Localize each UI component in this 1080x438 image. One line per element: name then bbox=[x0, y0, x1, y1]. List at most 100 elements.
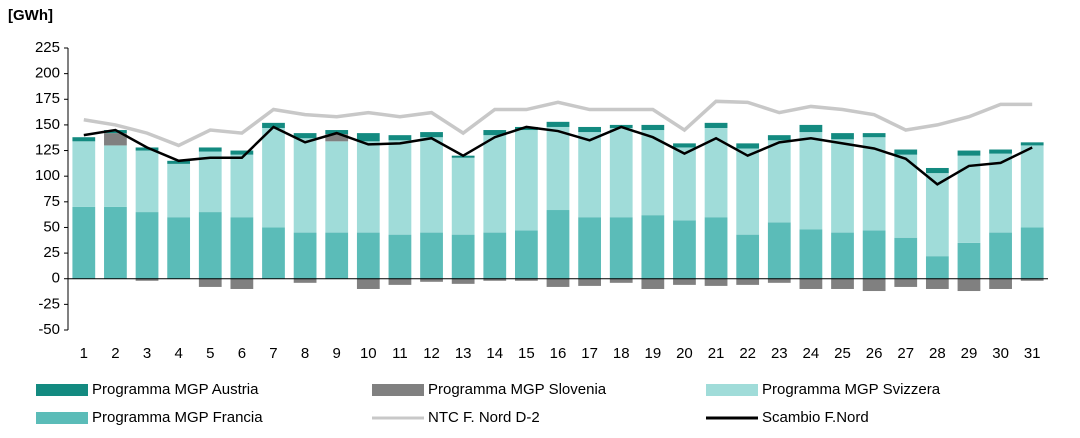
bar bbox=[135, 150, 159, 213]
bar bbox=[673, 278, 696, 285]
x-tick-label: 31 bbox=[1024, 345, 1041, 362]
legend-swatch bbox=[372, 384, 424, 396]
bar bbox=[546, 126, 570, 211]
bar bbox=[198, 151, 222, 213]
x-tick-label: 8 bbox=[301, 345, 309, 362]
x-tick-label: 5 bbox=[206, 345, 214, 362]
bar bbox=[72, 141, 96, 207]
bar bbox=[420, 232, 443, 279]
y-tick-label: 150 bbox=[35, 116, 60, 133]
y-tick-label: -50 bbox=[38, 321, 60, 338]
bar bbox=[736, 148, 760, 235]
bar bbox=[862, 137, 886, 231]
bar bbox=[388, 140, 412, 235]
bar bbox=[451, 157, 475, 235]
bar bbox=[515, 230, 538, 279]
x-tick-label: 21 bbox=[708, 345, 725, 362]
legend-swatch bbox=[706, 384, 758, 396]
bar bbox=[609, 217, 633, 279]
bar bbox=[989, 232, 1012, 279]
bar bbox=[641, 278, 665, 289]
bar bbox=[230, 278, 254, 289]
x-tick-label: 6 bbox=[238, 345, 246, 362]
y-tick-label: 100 bbox=[35, 167, 60, 184]
x-tick-label: 26 bbox=[866, 345, 883, 362]
bar bbox=[1020, 278, 1044, 281]
bar bbox=[578, 278, 601, 286]
bar bbox=[578, 217, 601, 279]
bar bbox=[831, 133, 854, 140]
bar bbox=[546, 278, 570, 287]
legend-label: Programma MGP Francia bbox=[92, 409, 263, 426]
bar bbox=[957, 242, 981, 279]
bar bbox=[135, 147, 159, 151]
bar bbox=[862, 230, 886, 279]
bar bbox=[831, 139, 854, 233]
x-tick-label: 13 bbox=[455, 345, 472, 362]
bar bbox=[325, 134, 349, 142]
bar bbox=[325, 141, 349, 233]
line bbox=[83, 99, 1033, 148]
bar bbox=[546, 121, 570, 127]
legend-swatch bbox=[36, 384, 88, 396]
bar bbox=[388, 234, 412, 279]
bar bbox=[736, 143, 760, 149]
x-tick-label: 1 bbox=[80, 345, 88, 362]
bar bbox=[989, 149, 1012, 154]
x-tick-label: 7 bbox=[269, 345, 277, 362]
legend-label: Programma MGP Austria bbox=[92, 381, 259, 398]
x-tick-label: 17 bbox=[581, 345, 598, 362]
y-tick-label: 0 bbox=[52, 270, 60, 287]
x-tick-label: 22 bbox=[739, 345, 756, 362]
line bbox=[83, 125, 1033, 186]
bar bbox=[736, 278, 760, 285]
bar bbox=[894, 149, 918, 155]
y-tick-label: 25 bbox=[43, 244, 60, 261]
bar bbox=[420, 132, 443, 138]
x-tick-label: 20 bbox=[676, 345, 693, 362]
x-tick-label: 25 bbox=[834, 345, 851, 362]
bar bbox=[704, 278, 728, 286]
y-tick-label: -25 bbox=[38, 295, 60, 312]
bar bbox=[293, 133, 317, 139]
y-tick-label: 75 bbox=[43, 193, 60, 210]
bar bbox=[957, 278, 981, 292]
bar bbox=[356, 133, 380, 142]
chart-title: [GWh] bbox=[8, 7, 53, 24]
legend-swatch bbox=[36, 412, 88, 424]
x-tick-label: 30 bbox=[992, 345, 1009, 362]
bar bbox=[957, 155, 981, 243]
bar bbox=[925, 278, 949, 289]
bar bbox=[641, 124, 665, 131]
bar bbox=[451, 278, 475, 284]
bar bbox=[673, 143, 696, 148]
bar bbox=[641, 215, 665, 279]
x-tick-label: 2 bbox=[111, 345, 119, 362]
bar bbox=[356, 232, 380, 279]
x-tick-label: 14 bbox=[486, 345, 503, 362]
bar bbox=[388, 135, 412, 141]
bar bbox=[831, 278, 854, 289]
bar bbox=[104, 206, 127, 279]
bar bbox=[862, 133, 886, 138]
bar bbox=[799, 278, 823, 289]
bar bbox=[198, 147, 222, 152]
bar bbox=[767, 222, 791, 279]
bar bbox=[293, 278, 317, 283]
bar bbox=[799, 124, 823, 133]
bar bbox=[515, 126, 538, 131]
bar bbox=[198, 278, 222, 287]
bar bbox=[262, 122, 285, 128]
bar bbox=[799, 132, 823, 230]
bar bbox=[483, 130, 507, 136]
bar bbox=[989, 278, 1012, 289]
bar bbox=[230, 217, 254, 279]
bar bbox=[451, 234, 475, 279]
x-tick-label: 3 bbox=[143, 345, 151, 362]
bar bbox=[1020, 227, 1044, 279]
bar bbox=[673, 147, 696, 221]
legend-label: NTC F. Nord D-2 bbox=[428, 409, 540, 426]
bar bbox=[104, 133, 127, 146]
bar bbox=[262, 227, 285, 279]
bar bbox=[262, 127, 285, 228]
